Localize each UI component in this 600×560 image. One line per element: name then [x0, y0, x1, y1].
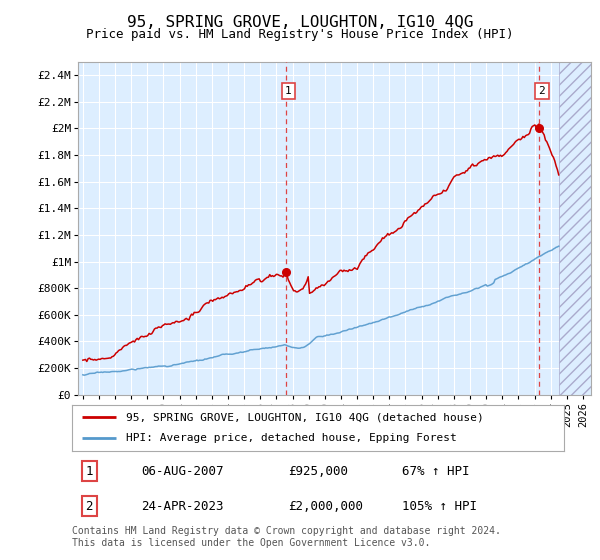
Text: 2: 2: [538, 86, 545, 96]
Text: 95, SPRING GROVE, LOUGHTON, IG10 4QG: 95, SPRING GROVE, LOUGHTON, IG10 4QG: [127, 15, 473, 30]
Text: 06-AUG-2007: 06-AUG-2007: [141, 465, 223, 478]
Text: 1: 1: [285, 86, 292, 96]
Text: HPI: Average price, detached house, Epping Forest: HPI: Average price, detached house, Eppi…: [126, 433, 457, 444]
Text: £925,000: £925,000: [289, 465, 349, 478]
Text: 24-APR-2023: 24-APR-2023: [141, 500, 223, 512]
Text: Price paid vs. HM Land Registry's House Price Index (HPI): Price paid vs. HM Land Registry's House …: [86, 28, 514, 41]
Text: 67% ↑ HPI: 67% ↑ HPI: [401, 465, 469, 478]
Text: 1: 1: [85, 465, 93, 478]
Text: 2: 2: [85, 500, 93, 512]
Text: £2,000,000: £2,000,000: [289, 500, 364, 512]
Text: 105% ↑ HPI: 105% ↑ HPI: [401, 500, 476, 512]
Text: 95, SPRING GROVE, LOUGHTON, IG10 4QG (detached house): 95, SPRING GROVE, LOUGHTON, IG10 4QG (de…: [126, 412, 484, 422]
Polygon shape: [559, 62, 591, 395]
Text: Contains HM Land Registry data © Crown copyright and database right 2024.
This d: Contains HM Land Registry data © Crown c…: [72, 526, 501, 548]
